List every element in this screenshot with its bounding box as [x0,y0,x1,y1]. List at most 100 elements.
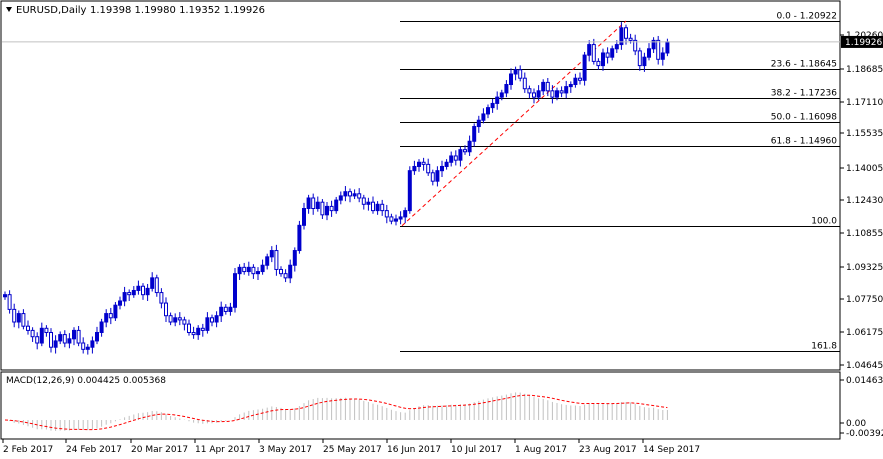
candle-body [44,327,49,334]
candle-body [12,308,17,323]
macd-tick-label: -0.003929 [846,429,883,439]
candle-body [527,88,532,94]
candle-body [159,292,164,304]
price-tick-label: 1.06175 [846,328,883,338]
candle-body [472,126,477,142]
candle-body [154,277,159,294]
candle-body [200,327,205,331]
candle-body [95,332,99,342]
candle-body [334,199,339,212]
candle-body [338,195,343,201]
price-tick-label: 1.14005 [846,164,883,174]
time-tick-label: 16 Jun 2017 [387,445,441,455]
candle-body [72,329,76,340]
candle-body [490,102,495,109]
price-tick-label: 1.10855 [846,229,883,239]
candle-body [361,197,366,205]
candle-body [21,313,26,327]
candle-body [591,44,596,62]
candle-body [628,37,633,41]
candle-body [384,210,389,218]
candle-body [292,250,297,266]
candle-body [81,342,86,350]
time-axis: 2 Feb 2017 24 Feb 2017 20 Mar 2017 11 Apr 2… [2,439,700,455]
price-tick-label: 1.18685 [846,65,883,75]
price-tick-label: 1.17110 [846,98,883,108]
candle-body [647,48,651,58]
candle-body [564,86,569,94]
candle-body [444,161,449,167]
candle-body [182,319,187,325]
candle-body [219,306,224,317]
price-tick-label: 1.07750 [846,295,883,305]
candle-body [449,155,454,163]
macd-signal-line [4,394,668,431]
candle-body [67,338,72,344]
candle-body [421,161,426,165]
candle-body [329,205,334,212]
time-tick-label: 1 Aug 2017 [515,445,567,455]
candle-body [352,193,357,197]
candle-body [269,250,274,258]
fib-level-label: 0.0 - 1.20922 [777,12,838,22]
candle-body [260,264,265,273]
candle-body [251,266,256,275]
candle-body [371,201,375,212]
candle-body [173,317,178,323]
time-tick-label: 25 May 2017 [323,445,382,455]
candle-body [279,268,283,275]
candle-body [205,317,210,331]
candle-body [118,300,122,306]
candle-body [499,92,504,98]
candle-body [403,210,408,218]
candle-body [85,346,90,350]
candle-body [187,323,191,334]
candle-body [412,165,417,172]
candle-body [610,48,615,58]
candle-body [545,81,550,92]
fib-level-label: 50.0 - 1.16098 [771,113,837,123]
candle-body [536,90,541,98]
triangle-down-icon[interactable] [6,7,12,12]
candle-body [30,329,35,338]
candle-body [389,216,394,222]
candle-body [62,334,67,344]
candle-body [325,205,329,216]
time-tick-label: 11 Apr 2017 [195,445,251,455]
candle-body [164,302,168,317]
candle-body [99,321,104,334]
time-tick-label: 2 Feb 2017 [3,445,53,455]
candle-body [601,52,605,67]
candle-body [237,266,242,275]
candle-body [246,266,251,273]
candle-body [587,44,592,56]
candle-body [16,313,21,323]
candle-body [256,271,260,275]
candle-body [417,161,421,167]
candle-body [131,289,136,296]
macd-panel[interactable] [0,371,841,440]
fibonacci-retracement[interactable]: 0.0 - 1.20922 23.6 - 1.18645 38.2 - 1.1723… [400,12,840,352]
candle-body [39,327,44,344]
price-panel[interactable] [0,0,841,371]
candle-body [136,285,141,291]
candle-body [90,340,95,348]
candle-body [596,60,601,67]
candle-body [274,250,279,270]
candle-body [35,336,40,344]
candle-body [196,327,201,336]
time-tick-label: 24 Feb 2017 [66,445,122,455]
candle-body [283,273,288,279]
candle-body [550,90,555,98]
candle-body [463,149,467,153]
time-tick-label: 20 Mar 2017 [131,445,188,455]
candle-body [453,155,458,161]
candle-body [122,292,127,302]
candle-body [233,273,237,308]
candle-body [522,77,527,90]
candle-body [467,140,472,153]
candle-body [311,197,316,210]
current-price-label: 1.19926 [845,38,882,48]
candle-body [541,81,546,92]
